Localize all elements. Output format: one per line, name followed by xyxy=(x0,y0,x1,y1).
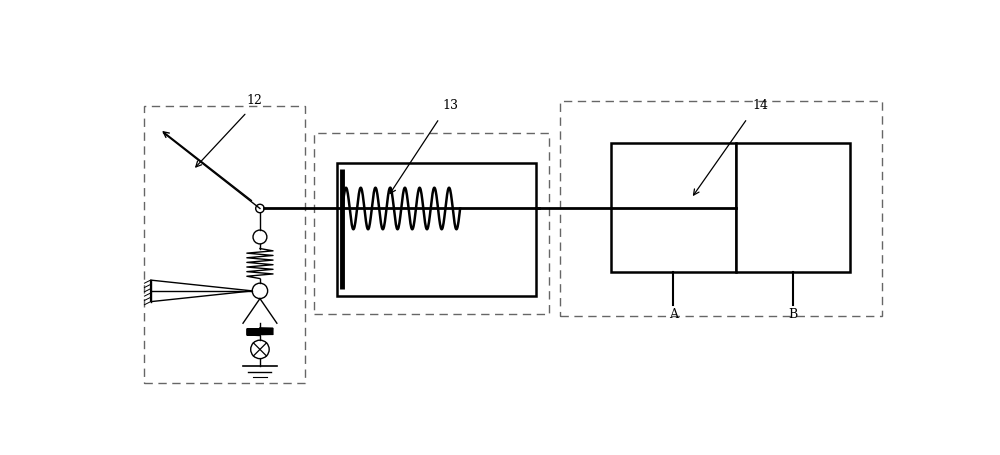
Bar xyxy=(337,164,536,296)
Text: 14: 14 xyxy=(752,99,768,112)
Text: 13: 13 xyxy=(443,99,459,112)
Text: B: B xyxy=(788,308,797,320)
Bar xyxy=(314,134,549,314)
Bar xyxy=(144,107,305,384)
Text: A: A xyxy=(669,308,678,320)
Text: 12: 12 xyxy=(247,94,262,107)
Bar xyxy=(611,144,736,273)
Bar xyxy=(736,144,850,273)
Bar xyxy=(560,101,882,317)
